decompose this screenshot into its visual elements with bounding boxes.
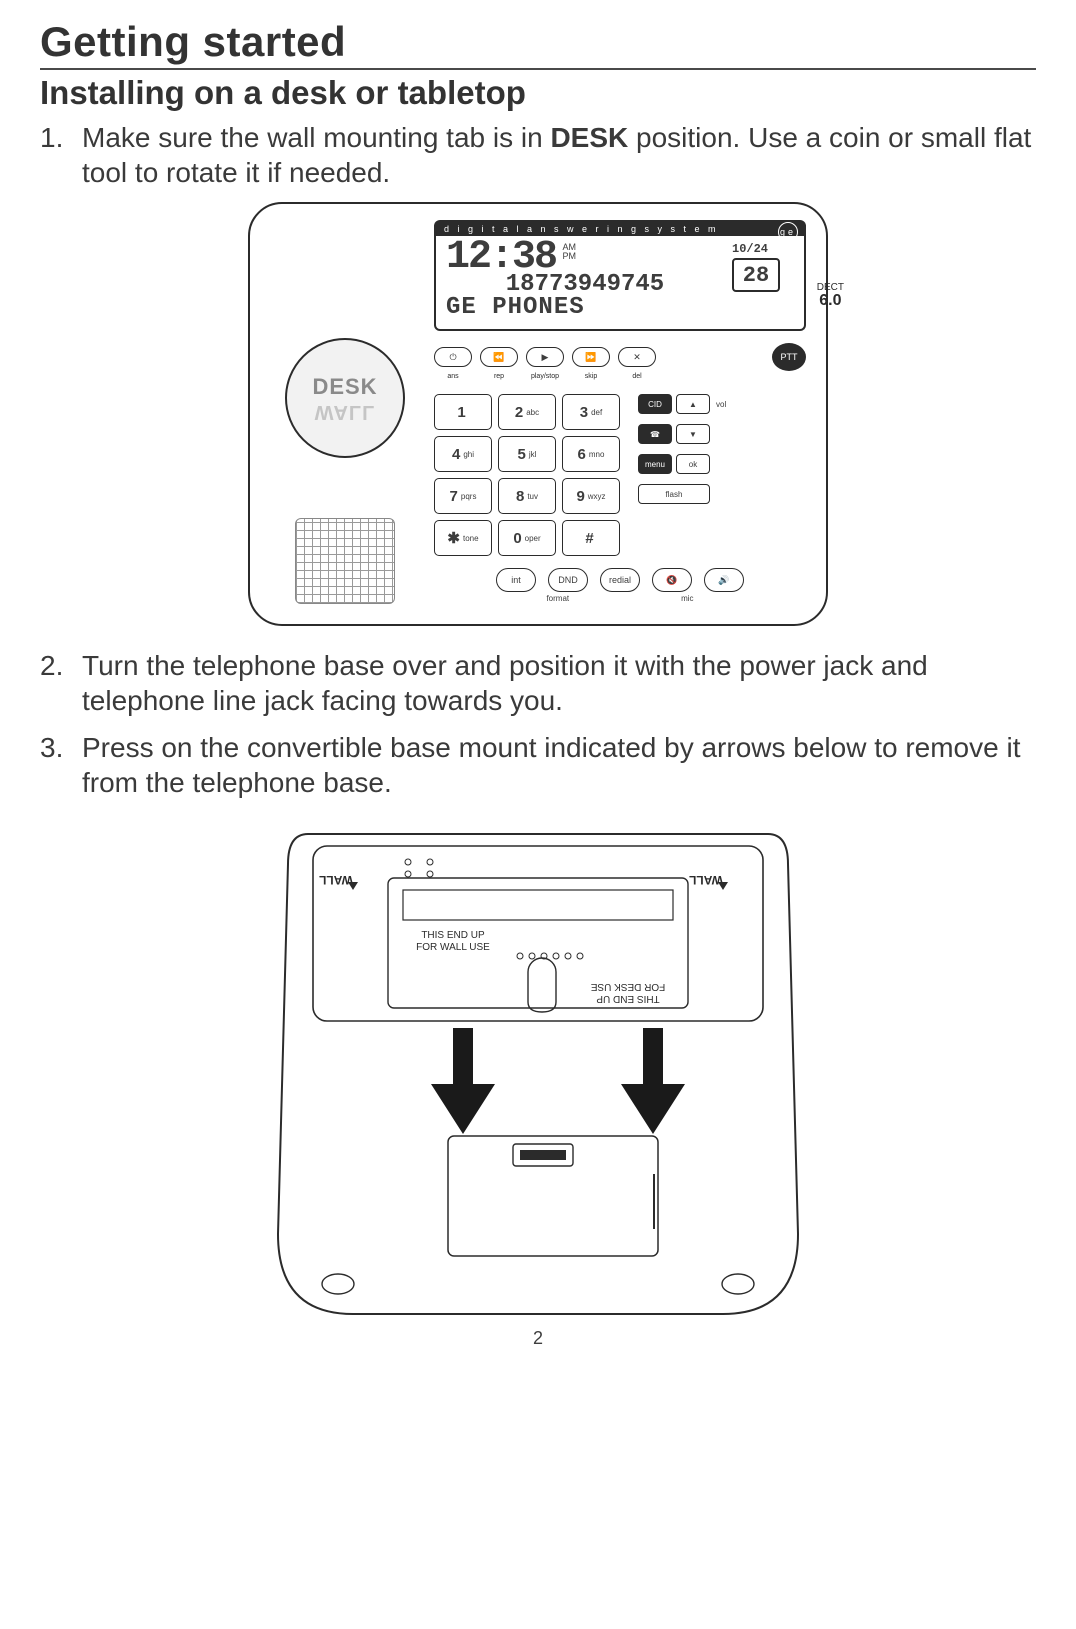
step-number: 3. xyxy=(40,730,82,800)
cid-button[interactable]: CID xyxy=(638,394,672,414)
ans-power-button[interactable]: ⏻ xyxy=(434,347,472,367)
key-3[interactable]: 3def xyxy=(562,394,620,430)
menu-button[interactable]: menu xyxy=(638,454,672,474)
mounting-tab-dial: DESK WALL xyxy=(285,338,405,458)
controls-panel: d i g i t a l a n s w e r i n g s y s t … xyxy=(434,220,806,604)
wall-label-left: WALL xyxy=(319,873,353,887)
side-buttons: CID ▲ vol ☎ ▼ menu ok fl xyxy=(638,394,726,556)
base-bottom-svg: WALL WALL THIS END UP FOR WALL USE THIS … xyxy=(258,814,818,1324)
speaker-button[interactable]: 🔊 xyxy=(704,568,744,592)
this-end-wall-1: THIS END UP xyxy=(421,930,485,941)
this-end-desk-2: FOR DESK USE xyxy=(590,981,665,992)
skip-label: skip xyxy=(572,373,610,380)
key-5[interactable]: 5jkl xyxy=(498,436,556,472)
step-bold: DESK xyxy=(550,122,628,153)
vol-up-button[interactable]: ▲ xyxy=(676,394,710,414)
ans-label: ans xyxy=(434,373,472,380)
page-title: Getting started xyxy=(40,18,1036,66)
ans-skip-button[interactable]: ⏩ xyxy=(572,347,610,367)
ptt-button[interactable]: PTT xyxy=(772,343,806,371)
dnd-button[interactable]: DND xyxy=(548,568,588,592)
handset-cradle: DESK WALL xyxy=(270,220,420,604)
redial-button[interactable]: redial xyxy=(600,568,640,592)
key-star[interactable]: ✱tone xyxy=(434,520,492,556)
step-text: Make sure the wall mounting tab is in DE… xyxy=(82,120,1036,190)
dect-label: DECT6.0 xyxy=(817,283,844,309)
steps-list: 1. Make sure the wall mounting tab is in… xyxy=(40,120,1036,190)
lcd-date: 10/24 xyxy=(732,242,794,256)
del-label: del xyxy=(618,373,656,380)
phone-top-diagram: DESK WALL d i g i t a l a n s w e r i n … xyxy=(40,202,1036,626)
number-keypad: 1 2abc 3def 4ghi 5jkl 6mno 7pqrs 8tuv 9w… xyxy=(434,394,620,556)
mute-button[interactable]: 🔇 xyxy=(652,568,692,592)
key-9[interactable]: 9wxyz xyxy=(562,478,620,514)
key-7[interactable]: 7pqrs xyxy=(434,478,492,514)
steps-list-cont: 2. Turn the telephone base over and posi… xyxy=(40,648,1036,800)
play-label: play/stop xyxy=(526,373,564,380)
speaker-grille xyxy=(295,518,395,604)
banner-text: d i g i t a l a n s w e r i n g s y s t … xyxy=(444,224,719,234)
step-number: 2. xyxy=(40,648,82,718)
dial-desk-label: DESK xyxy=(312,374,377,400)
ans-rep-button[interactable]: ⏪ xyxy=(480,347,518,367)
lcd-display: 12:38 AMPM 18773949745 GE PHONES 10/24 2… xyxy=(434,236,806,331)
answering-labels: ans rep play/stop skip del xyxy=(434,373,806,380)
step-text: Press on the convertible base mount indi… xyxy=(82,730,1036,800)
dir-button[interactable]: ☎ xyxy=(638,424,672,444)
ans-play-button[interactable]: ▶ xyxy=(526,347,564,367)
int-button[interactable]: int xyxy=(496,568,536,592)
step-1: 1. Make sure the wall mounting tab is in… xyxy=(40,120,1036,190)
ans-del-button[interactable]: ✕ xyxy=(618,347,656,367)
step-pre: Make sure the wall mounting tab is in xyxy=(82,122,550,153)
step-3: 3. Press on the convertible base mount i… xyxy=(40,730,1036,800)
this-end-wall-2: FOR WALL USE xyxy=(416,942,490,953)
this-end-desk-1: THIS END UP xyxy=(596,993,660,1004)
step-text: Turn the telephone base over and positio… xyxy=(82,648,1036,718)
key-hash[interactable]: # xyxy=(562,520,620,556)
key-2[interactable]: 2abc xyxy=(498,394,556,430)
wall-label-right: WALL xyxy=(689,873,723,887)
lcd-msg-count: 28 xyxy=(732,258,780,292)
lcd-caller-name: GE PHONES xyxy=(446,294,724,321)
lcd-ampm: AMPM xyxy=(562,243,576,261)
step-number: 1. xyxy=(40,120,82,190)
step-2: 2. Turn the telephone base over and posi… xyxy=(40,648,1036,718)
key-4[interactable]: 4ghi xyxy=(434,436,492,472)
mic-label: mic xyxy=(681,594,693,603)
page-number: 2 xyxy=(40,1328,1036,1349)
key-8[interactable]: 8tuv xyxy=(498,478,556,514)
rep-label: rep xyxy=(480,373,518,380)
screen-banner: d i g i t a l a n s w e r i n g s y s t … xyxy=(434,220,806,236)
key-1[interactable]: 1 xyxy=(434,394,492,430)
answering-buttons-row: ⏻ ⏪ ▶ ⏩ ✕ PTT xyxy=(434,343,806,371)
vol-label: vol xyxy=(716,400,726,409)
phone-body: DESK WALL d i g i t a l a n s w e r i n … xyxy=(248,202,828,626)
key-0[interactable]: 0oper xyxy=(498,520,556,556)
page-subtitle: Installing on a desk or tabletop xyxy=(40,74,1036,112)
dial-wall-label: WALL xyxy=(315,400,376,423)
phone-bottom-diagram: WALL WALL THIS END UP FOR WALL USE THIS … xyxy=(40,814,1036,1324)
flash-button[interactable]: flash xyxy=(638,484,710,504)
bottom-button-row: int DND redial 🔇 🔊 xyxy=(434,568,806,592)
title-rule xyxy=(40,68,1036,70)
ok-button[interactable]: ok xyxy=(676,454,710,474)
format-label: format xyxy=(546,594,569,603)
vol-down-button[interactable]: ▼ xyxy=(676,424,710,444)
key-6[interactable]: 6mno xyxy=(562,436,620,472)
